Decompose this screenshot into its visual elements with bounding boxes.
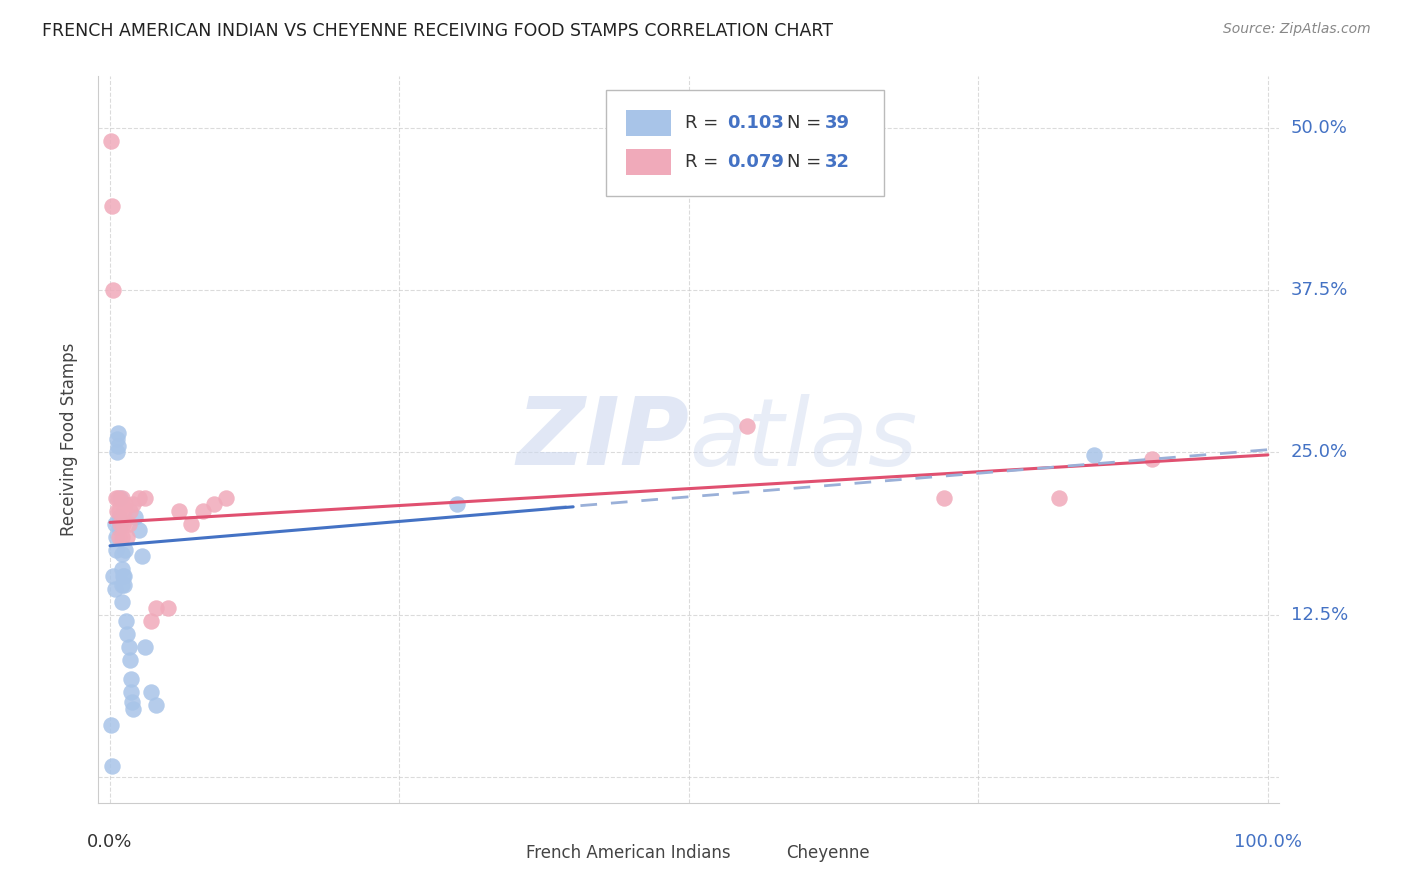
Point — [120, 685, 142, 699]
Point — [107, 491, 129, 505]
Point — [117, 640, 139, 654]
Point — [122, 702, 145, 716]
Point — [169, 504, 191, 518]
Text: R =: R = — [685, 114, 724, 132]
Point — [128, 523, 150, 537]
Text: 37.5%: 37.5% — [1291, 281, 1348, 299]
Point — [104, 582, 127, 596]
Point — [932, 491, 955, 505]
Bar — [737, 842, 773, 863]
Point — [110, 530, 132, 544]
Point — [112, 568, 135, 582]
Point — [104, 542, 127, 557]
Point — [104, 491, 127, 505]
Point — [134, 491, 156, 505]
Point — [107, 425, 129, 440]
Text: 39: 39 — [825, 114, 849, 132]
Point — [111, 516, 134, 531]
Point — [104, 530, 127, 544]
Point — [101, 759, 124, 773]
Point — [180, 516, 202, 531]
Text: 100.0%: 100.0% — [1234, 833, 1302, 851]
Point — [117, 530, 139, 544]
Point — [100, 134, 122, 148]
Point — [110, 491, 132, 505]
Text: Cheyenne: Cheyenne — [786, 844, 869, 862]
Bar — [626, 110, 671, 136]
Point — [1083, 448, 1105, 462]
Point — [110, 491, 132, 505]
Point — [128, 491, 150, 505]
Point — [122, 497, 145, 511]
Point — [134, 640, 156, 654]
Point — [115, 614, 138, 628]
Point — [105, 433, 128, 447]
Text: atlas: atlas — [689, 393, 917, 485]
Y-axis label: Receiving Food Stamps: Receiving Food Stamps — [59, 343, 77, 536]
Point — [100, 718, 122, 732]
Point — [105, 504, 128, 518]
Text: N =: N = — [787, 114, 827, 132]
Point — [121, 694, 143, 708]
Point — [105, 445, 128, 459]
Text: 32: 32 — [825, 153, 849, 171]
Text: FRENCH AMERICAN INDIAN VS CHEYENNE RECEIVING FOOD STAMPS CORRELATION CHART: FRENCH AMERICAN INDIAN VS CHEYENNE RECEI… — [42, 22, 834, 40]
Point — [145, 601, 167, 615]
Point — [112, 578, 135, 592]
Point — [108, 510, 131, 524]
Bar — [477, 842, 515, 863]
Text: French American Indians: French American Indians — [526, 844, 731, 862]
Point — [215, 491, 238, 505]
Text: 50.0%: 50.0% — [1291, 119, 1347, 136]
Point — [124, 510, 146, 524]
Point — [112, 504, 135, 518]
Point — [120, 673, 142, 687]
Point — [108, 504, 131, 518]
Text: 12.5%: 12.5% — [1291, 606, 1348, 624]
Point — [104, 516, 127, 531]
Point — [111, 568, 134, 582]
Point — [110, 594, 132, 608]
Text: Source: ZipAtlas.com: Source: ZipAtlas.com — [1223, 22, 1371, 37]
Point — [139, 685, 162, 699]
FancyBboxPatch shape — [606, 90, 884, 195]
Point — [131, 549, 153, 563]
Text: N =: N = — [787, 153, 827, 171]
Point — [114, 497, 136, 511]
Point — [145, 698, 167, 713]
Point — [1049, 491, 1071, 505]
Point — [110, 562, 132, 576]
Point — [110, 578, 132, 592]
Text: 0.103: 0.103 — [727, 114, 783, 132]
Point — [1140, 451, 1163, 466]
Text: ZIP: ZIP — [516, 393, 689, 485]
Point — [110, 516, 132, 531]
Text: R =: R = — [685, 153, 724, 171]
Point — [117, 627, 139, 641]
Text: 25.0%: 25.0% — [1291, 443, 1348, 461]
Point — [735, 419, 758, 434]
Point — [108, 530, 131, 544]
Point — [117, 516, 139, 531]
Point — [156, 601, 179, 615]
Text: 0.0%: 0.0% — [87, 833, 132, 851]
Point — [107, 439, 129, 453]
Point — [118, 504, 141, 518]
Point — [101, 199, 124, 213]
Point — [103, 283, 125, 297]
Point — [118, 653, 141, 667]
Text: 0.079: 0.079 — [727, 153, 783, 171]
Point — [108, 520, 131, 534]
Point — [202, 497, 225, 511]
Point — [110, 547, 132, 561]
Point — [139, 614, 162, 628]
Point — [191, 504, 214, 518]
Point — [103, 568, 125, 582]
Point — [110, 516, 132, 531]
Bar — [626, 149, 671, 176]
Point — [114, 542, 136, 557]
Point — [446, 497, 468, 511]
